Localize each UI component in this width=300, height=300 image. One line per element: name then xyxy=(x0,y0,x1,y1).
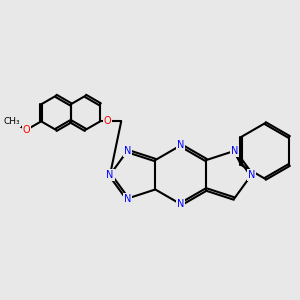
Text: N: N xyxy=(177,140,184,150)
Text: N: N xyxy=(230,146,238,156)
Text: N: N xyxy=(248,170,255,180)
Text: N: N xyxy=(177,199,184,209)
Text: O: O xyxy=(104,116,111,126)
Text: O: O xyxy=(22,125,30,135)
Text: N: N xyxy=(106,170,114,180)
Text: N: N xyxy=(124,146,131,156)
Text: CH₃: CH₃ xyxy=(3,117,20,126)
Text: N: N xyxy=(124,194,131,204)
